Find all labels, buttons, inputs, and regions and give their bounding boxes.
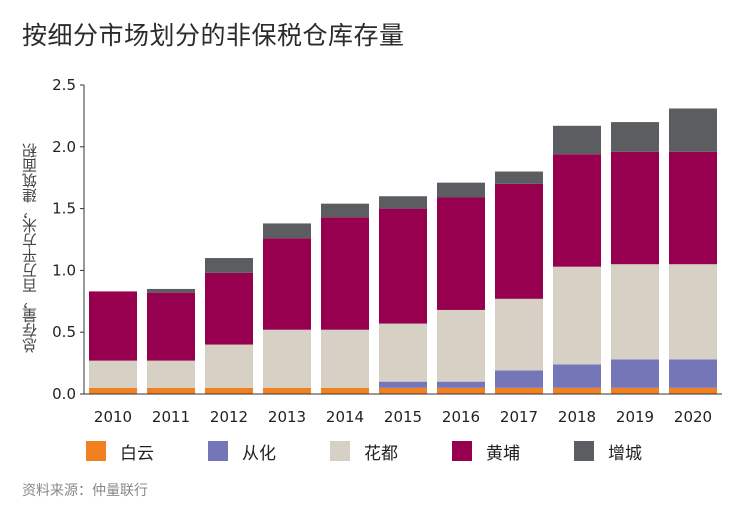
bar-segment bbox=[669, 387, 717, 394]
legend-label: 白云 bbox=[120, 443, 154, 464]
bar-segment bbox=[263, 238, 311, 330]
x-tick-label: 2016 bbox=[442, 408, 480, 426]
bar-segment bbox=[379, 196, 427, 209]
chart-title: 按细分市场划分的非保税仓库存量 bbox=[22, 21, 405, 50]
legend-label: 花都 bbox=[364, 443, 398, 464]
bar-segment bbox=[553, 125, 601, 155]
bar-segment bbox=[669, 359, 717, 388]
bar-segment bbox=[611, 359, 659, 388]
bar-segment bbox=[495, 298, 543, 371]
y-tick-label: 1.5 bbox=[52, 200, 76, 218]
bar-segment bbox=[553, 154, 601, 267]
bar-segment bbox=[669, 151, 717, 265]
bar-segment bbox=[205, 272, 253, 345]
legend: 白云 从化 花都 黄埔 增城 bbox=[86, 438, 696, 464]
bar-segment bbox=[321, 329, 369, 388]
legend-swatch bbox=[574, 441, 594, 461]
bar-segment bbox=[495, 387, 543, 394]
bar-segment bbox=[669, 264, 717, 360]
x-tick-label: 2020 bbox=[674, 408, 712, 426]
bar-segment bbox=[437, 387, 485, 394]
bar-segment bbox=[89, 360, 137, 388]
bar-segment bbox=[553, 364, 601, 388]
bar-segment bbox=[437, 182, 485, 198]
legend-swatch bbox=[330, 441, 350, 461]
bar-segment bbox=[611, 387, 659, 394]
legend-item-conghua: 从化 bbox=[208, 438, 330, 464]
legend-swatch bbox=[86, 441, 106, 461]
y-tick-label: 2.5 bbox=[52, 76, 76, 94]
legend-label: 从化 bbox=[242, 443, 276, 464]
bar-segment bbox=[205, 258, 253, 273]
bar-segment bbox=[553, 387, 601, 394]
bar-segment bbox=[147, 360, 195, 388]
bar-segment bbox=[495, 370, 543, 388]
x-tick-label: 2010 bbox=[94, 408, 132, 426]
bar-segment bbox=[611, 264, 659, 360]
bar-segment bbox=[89, 291, 137, 361]
bar-segment bbox=[89, 387, 137, 394]
bar-segment bbox=[379, 381, 427, 388]
bar-segment bbox=[379, 387, 427, 394]
x-tick-label: 2012 bbox=[210, 408, 248, 426]
bar-segment bbox=[379, 208, 427, 324]
legend-item-zengcheng: 增城 bbox=[574, 438, 696, 464]
y-tick-label: 1.0 bbox=[52, 261, 76, 279]
x-tick-label: 2017 bbox=[500, 408, 538, 426]
legend-label: 增城 bbox=[608, 443, 642, 464]
bar-segment bbox=[263, 223, 311, 239]
bar-segment bbox=[147, 387, 195, 394]
bar-segment bbox=[147, 292, 195, 361]
y-tick-label: 0.5 bbox=[52, 323, 76, 341]
legend-swatch bbox=[208, 441, 228, 461]
y-tick-label: 0.0 bbox=[52, 385, 76, 403]
bar-segment bbox=[495, 171, 543, 184]
bar-segment bbox=[205, 344, 253, 388]
x-tick-label: 2019 bbox=[616, 408, 654, 426]
x-tick-label: 2018 bbox=[558, 408, 596, 426]
x-tick-label: 2014 bbox=[326, 408, 364, 426]
legend-swatch bbox=[452, 441, 472, 461]
bar-segment bbox=[321, 387, 369, 394]
bar-segment bbox=[437, 381, 485, 388]
x-tick-label: 2013 bbox=[268, 408, 306, 426]
x-tick-label: 2015 bbox=[384, 408, 422, 426]
bar-segment bbox=[263, 329, 311, 388]
bar-segment bbox=[321, 217, 369, 330]
bar-segment bbox=[495, 183, 543, 299]
legend-item-huadu: 花都 bbox=[330, 438, 452, 464]
bar-segment bbox=[147, 288, 195, 293]
source-note: 资料来源：仲量联行 bbox=[22, 483, 148, 499]
y-tick-label: 2.0 bbox=[52, 138, 76, 156]
bar-segment bbox=[379, 323, 427, 382]
bar-segment bbox=[669, 108, 717, 152]
bar-segment bbox=[437, 309, 485, 382]
bar-segment bbox=[611, 151, 659, 265]
legend-item-baiyun: 白云 bbox=[86, 438, 208, 464]
stacked-bar-chart: 2010 2011 2012 2013 2014 2015 2016 2017 2018 2019… bbox=[52, 76, 722, 426]
bar-segment bbox=[437, 197, 485, 310]
legend-item-huangpu: 黄埔 bbox=[452, 438, 574, 464]
bar-segment bbox=[611, 122, 659, 152]
bar-segment bbox=[553, 266, 601, 365]
bar-segment bbox=[205, 387, 253, 394]
bar-segment bbox=[321, 203, 369, 218]
x-tick-label: 2011 bbox=[152, 408, 190, 426]
legend-label: 黄埔 bbox=[486, 443, 520, 464]
bar-segment bbox=[263, 387, 311, 394]
